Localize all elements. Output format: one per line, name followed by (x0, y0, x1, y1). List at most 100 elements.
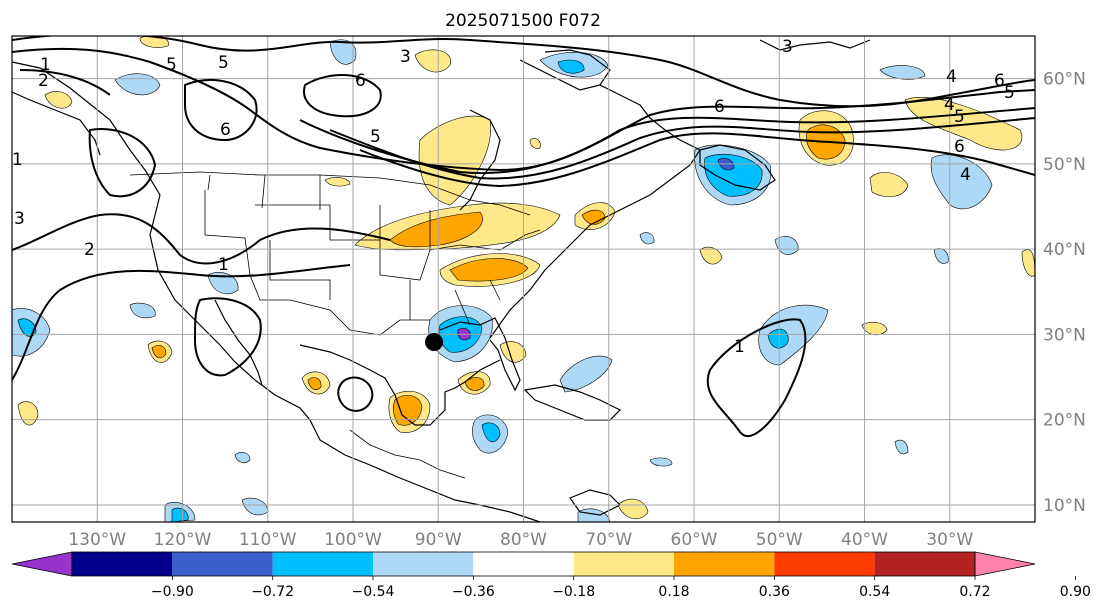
anomaly-region (481, 422, 501, 443)
longitude-label: 100°W (324, 530, 382, 550)
colorbar-segment (674, 552, 775, 576)
contour-label: 5 (370, 127, 381, 147)
longitude-label: 130°W (68, 530, 126, 550)
anomaly-region (767, 328, 789, 349)
contour-labels: 1 2 5 5 6 6 5 3 1 3 2 1 6 3 4 6 5 4 5 6 … (12, 37, 1015, 357)
latitude-labels: 10°N 20°N 30°N 40°N 50°N 60°N (1043, 70, 1086, 516)
anomaly-region (414, 49, 451, 73)
colorbar-tick-label: 0.36 (759, 584, 790, 600)
contour-label: 5 (954, 107, 965, 127)
anomaly-region (639, 232, 655, 245)
contour-label: 4 (946, 67, 957, 87)
colorbar-extend-high (974, 551, 1036, 577)
anomaly-region (933, 248, 949, 264)
contour-label: 4 (944, 95, 955, 115)
contour-label: 1 (12, 150, 23, 170)
anomaly-region (1021, 249, 1035, 277)
anomaly-region (559, 355, 613, 393)
anomaly-region (557, 59, 585, 74)
contour-label: 4 (960, 165, 971, 185)
anomaly-region (307, 377, 322, 390)
latitude-label: 30°N (1043, 325, 1086, 345)
colorbar-segment (573, 552, 674, 576)
anomaly-region (389, 211, 483, 248)
anomaly-region (529, 138, 541, 149)
anomaly-region (577, 508, 611, 522)
colorbar-extend-low (11, 551, 73, 577)
anomaly-region (894, 439, 909, 455)
colorbar-tick-label: −0.18 (552, 584, 595, 600)
colorbar-tick-label: −0.54 (352, 584, 395, 600)
contour-label: 3 (14, 209, 25, 229)
colorbar-segment (172, 552, 273, 576)
anomaly-region (17, 318, 37, 337)
anomaly-region (393, 394, 423, 426)
longitude-label: 50°W (756, 530, 803, 550)
contour-label: 5 (1004, 83, 1015, 103)
anomaly-region (617, 498, 649, 519)
colorbar-segment (373, 552, 474, 576)
anomaly-region (699, 246, 723, 265)
latitude-label: 50°N (1043, 155, 1086, 175)
latitude-label: 20°N (1043, 411, 1086, 431)
anomaly-region (171, 507, 189, 522)
contour-label: 6 (994, 71, 1005, 91)
contour-label: 3 (782, 37, 793, 57)
contour-label: 3 (400, 47, 411, 67)
colorbar-segment (774, 552, 875, 576)
colorbar-segment (874, 552, 975, 576)
longitude-label: 40°W (841, 530, 888, 550)
contour-lines (12, 36, 1035, 438)
colorbar-tick-label: 0.72 (959, 584, 990, 600)
anomaly-region (324, 177, 351, 187)
anomaly-region (329, 39, 357, 65)
map-panel (12, 36, 1035, 522)
anomaly-region (464, 377, 485, 391)
anomaly-region (449, 258, 529, 282)
longitude-labels: 130°W 120°W 110°W 100°W 90°W 80°W 70°W 60°W 50°W… (68, 530, 973, 550)
longitude-label: 80°W (500, 530, 547, 550)
colorbar-segment (272, 552, 373, 576)
contour-label: 1 (40, 55, 51, 75)
latitude-label: 40°N (1043, 240, 1086, 260)
anomaly-region (649, 457, 673, 467)
anomaly-region (758, 304, 829, 366)
contour-label: 6 (714, 97, 725, 117)
contour-label: 6 (355, 71, 366, 91)
anomaly-region (207, 271, 239, 295)
contour-label: 5 (218, 53, 229, 73)
anomaly-region (869, 172, 909, 198)
map-title: 2025071500 F072 (445, 11, 601, 31)
anomaly-region (139, 36, 169, 48)
anomaly-region (129, 302, 156, 319)
latitude-label: 10°N (1043, 496, 1086, 516)
anomaly-region (861, 321, 888, 336)
colorbar-tick-label: 0.90 (1060, 584, 1091, 600)
longitude-label: 110°W (239, 530, 297, 550)
colorbar-tick-label: 0.18 (658, 584, 689, 600)
colorbar-tick-label: −0.90 (151, 584, 194, 600)
anomaly-region (17, 401, 39, 426)
anomaly-region (44, 91, 73, 109)
storm-position-dot (425, 333, 443, 351)
colorbar-tick-label: 0.54 (859, 584, 890, 600)
political-borders (129, 171, 541, 479)
longitude-label: 30°W (926, 530, 973, 550)
anomaly-region (879, 65, 926, 80)
longitude-label: 120°W (154, 530, 212, 550)
contour-label: 5 (166, 55, 177, 75)
longitude-label: 70°W (585, 530, 632, 550)
contour-label: 6 (220, 120, 231, 140)
colorbar-tick-label: −0.72 (251, 584, 294, 600)
longitude-label: 90°W (415, 530, 462, 550)
colorbar: −0.90 −0.72 −0.54 −0.36 −0.18 0.18 0.36 0.54 0.7… (11, 551, 1091, 600)
anomaly-region (930, 154, 993, 210)
anomaly-region (234, 451, 251, 464)
contour-label: 1 (734, 337, 745, 357)
contour-label: 1 (218, 255, 229, 275)
anomaly-fill-layer (12, 36, 1035, 522)
anomaly-region (151, 345, 167, 359)
colorbar-segment (72, 552, 173, 576)
contour-label: 2 (38, 71, 49, 91)
